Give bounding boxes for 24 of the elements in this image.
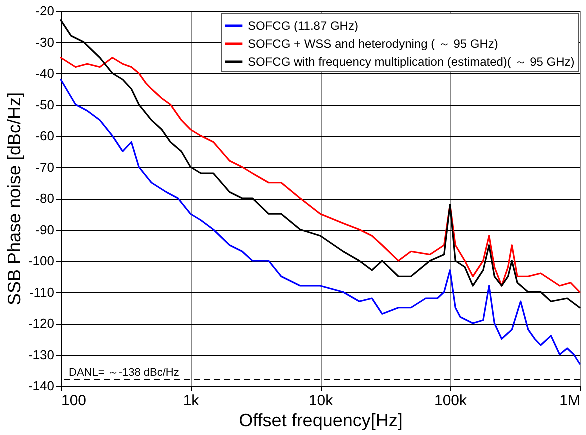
y-tick-label: -70 [36, 160, 54, 175]
y-tick-label: -100 [28, 254, 54, 268]
y-tick-label: -140 [28, 378, 54, 394]
x-axis-title: Offset frequency[Hz] [239, 410, 403, 430]
y-axis-title: SSB Phase noise [dBc/Hz] [4, 92, 24, 306]
x-tick-label: 1k [183, 392, 200, 410]
y-tick-label: -30 [36, 34, 54, 50]
x-tick-label: 100k [434, 392, 468, 410]
x-tick-label: 100 [62, 392, 87, 410]
y-tick-label: -110 [29, 284, 54, 300]
y-tick-label: -120 [28, 316, 54, 331]
x-tick-label: 1M [560, 392, 580, 410]
y-tick-label: -60 [36, 128, 54, 144]
x-tick-label: 10k [308, 392, 334, 410]
y-tick-label: -130 [28, 347, 54, 362]
y-tick-label: -40 [36, 66, 54, 81]
y-tick-label: -90 [36, 222, 54, 238]
legend-label: SOFCG (11.87 GHz) [248, 19, 358, 33]
y-tick-label: -50 [36, 97, 54, 112]
legend-label: SOFCG + WSS and heterodyning ( ～ 95 GHz) [248, 37, 498, 51]
legend-label: SOFCG with frequency multiplication (estimated)( ～ 95 GHz) [248, 55, 575, 69]
ref-line-label: DANL= ～-138 dBc/Hz [69, 366, 180, 379]
y-tick-label: -80 [36, 191, 54, 206]
y-tick-label: -20 [36, 4, 54, 18]
